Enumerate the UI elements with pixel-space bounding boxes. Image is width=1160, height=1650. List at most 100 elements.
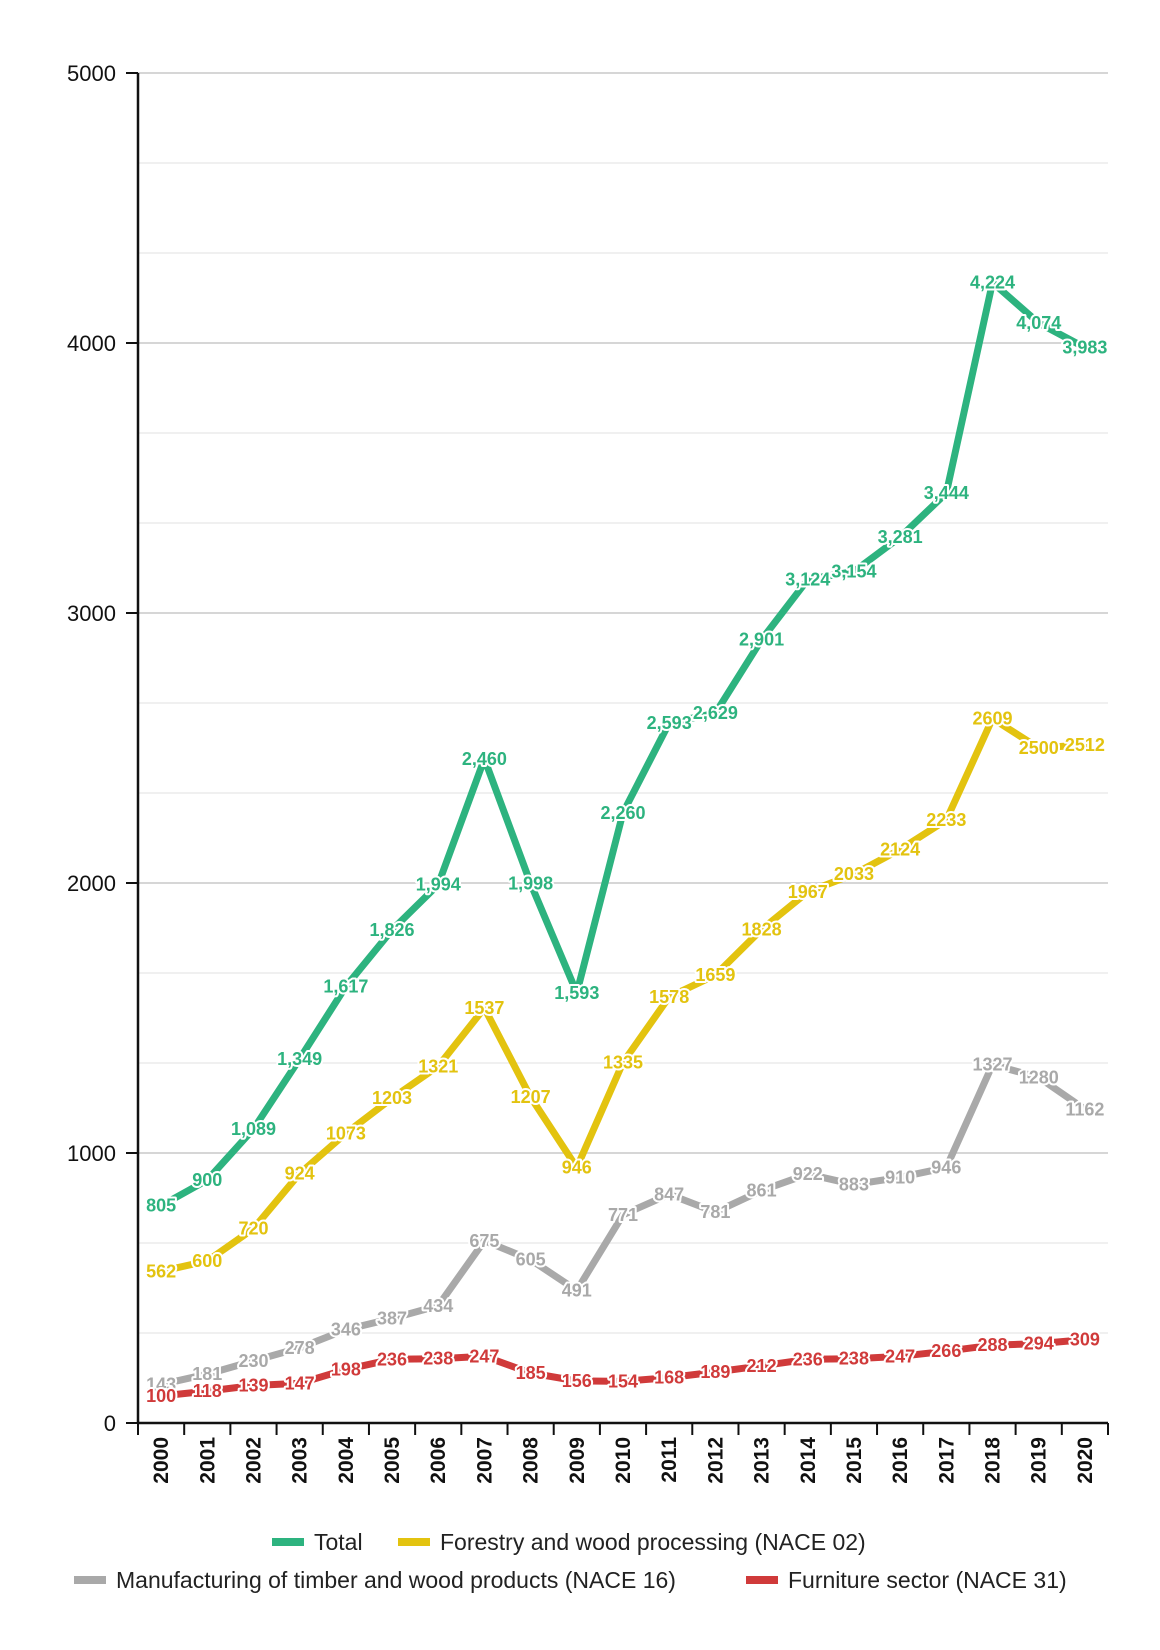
- data-label: 1327: [973, 1055, 1013, 1075]
- data-label: 2,593: [647, 713, 692, 733]
- x-tick-label: 2014: [797, 1437, 820, 1484]
- legend-swatch: [398, 1538, 430, 1546]
- data-label: 288: [978, 1335, 1008, 1355]
- data-label: 1578: [649, 987, 689, 1007]
- data-label: 1207: [511, 1087, 551, 1107]
- data-label: 1,998: [508, 874, 553, 894]
- x-tick-label: 2018: [982, 1437, 1005, 1484]
- y-tick-label: 0: [104, 1411, 116, 1436]
- data-label: 168: [654, 1368, 684, 1388]
- data-label: 434: [423, 1296, 453, 1316]
- data-label: 387: [377, 1309, 407, 1329]
- x-tick-label: 2007: [473, 1437, 496, 1484]
- data-labels: 805 900 1,089 1,349 1,617 1,826 1,994 2,460 1,99…: [144, 271, 1109, 1408]
- x-tick-label: 2017: [935, 1437, 958, 1484]
- data-label: 294: [1024, 1334, 1054, 1354]
- series-lines: [157, 279, 1089, 1400]
- data-label: 1335: [603, 1053, 643, 1073]
- data-label: 143: [146, 1374, 176, 1394]
- data-label: 3,154: [831, 561, 876, 581]
- data-label: 900: [192, 1170, 222, 1190]
- data-label: 118: [193, 1381, 222, 1401]
- legend-label: Furniture sector (NACE 31): [788, 1567, 1067, 1593]
- series-line-1: [157, 279, 1089, 1210]
- y-tick-label: 5000: [67, 61, 116, 86]
- data-label: 2,460: [462, 749, 507, 769]
- legend-item-2: Forestry and wood processing (NACE 02): [398, 1529, 866, 1555]
- data-label: 154: [608, 1371, 638, 1391]
- data-label: 247: [885, 1346, 915, 1366]
- data-label: 1,994: [416, 875, 461, 895]
- x-tick-label: 2005: [381, 1437, 404, 1484]
- legend-swatch: [74, 1576, 106, 1584]
- series-line-3: [157, 1061, 1089, 1388]
- x-tick-label: 2015: [843, 1437, 866, 1484]
- data-label: 189: [700, 1362, 730, 1382]
- x-tick-label: 2013: [751, 1437, 774, 1484]
- data-label: 605: [516, 1250, 546, 1270]
- data-label: 2500: [1019, 738, 1059, 758]
- y-tick-label: 2000: [67, 871, 116, 896]
- x-tick-label: 2003: [289, 1437, 312, 1484]
- data-label: 1,089: [231, 1119, 276, 1139]
- data-label: 924: [285, 1164, 315, 1184]
- data-label: 1162: [1065, 1099, 1104, 1119]
- legend-label: Forestry and wood processing (NACE 02): [440, 1529, 866, 1555]
- series-line-2: [157, 715, 1089, 1275]
- legend-item-3: Manufacturing of timber and wood product…: [74, 1567, 676, 1593]
- data-label: 1321: [418, 1056, 458, 1076]
- data-label: 4,074: [1016, 313, 1061, 333]
- data-label: 3,983: [1062, 338, 1107, 358]
- data-label: 236: [377, 1349, 407, 1369]
- data-label: 238: [423, 1349, 453, 1369]
- data-label: 100: [146, 1386, 176, 1406]
- x-tick-label: 2000: [150, 1437, 173, 1484]
- data-label: 3,281: [878, 527, 923, 547]
- grid-lines: [138, 72, 1108, 1334]
- x-tick-label: 2009: [566, 1437, 589, 1484]
- y-tick-label: 4000: [67, 331, 116, 356]
- x-tick-label: 2012: [704, 1437, 727, 1484]
- data-label: 1073: [326, 1123, 366, 1143]
- data-label: 675: [469, 1231, 499, 1251]
- data-label: 147: [285, 1373, 315, 1393]
- y-tick-label: 3000: [67, 601, 116, 626]
- x-tick-label: 2016: [889, 1437, 912, 1484]
- legend-label: Manufacturing of timber and wood product…: [116, 1567, 676, 1593]
- data-label: 309: [1070, 1330, 1100, 1350]
- data-label: 1659: [695, 965, 735, 985]
- data-label: 346: [331, 1320, 361, 1340]
- data-label: 1967: [788, 882, 828, 902]
- data-label: 238: [839, 1349, 869, 1369]
- data-label: 2609: [973, 709, 1013, 729]
- data-label: 2,260: [600, 803, 645, 823]
- x-tick-label: 2019: [1028, 1437, 1051, 1484]
- data-label: 805: [146, 1196, 176, 1216]
- x-tick-label: 2001: [196, 1437, 219, 1484]
- data-label: 1203: [372, 1088, 412, 1108]
- data-label: 491: [562, 1280, 592, 1300]
- x-tick-label: 2004: [335, 1437, 358, 1484]
- x-tick-label: 2008: [520, 1437, 543, 1484]
- data-label: 1,593: [554, 983, 599, 1003]
- legend-item-1: Total: [272, 1529, 363, 1555]
- data-label: 2512: [1065, 735, 1105, 755]
- data-label: 4,224: [970, 273, 1015, 293]
- data-label: 1280: [1019, 1067, 1059, 1087]
- y-tick-label: 1000: [67, 1141, 116, 1166]
- data-label: 1,349: [277, 1049, 322, 1069]
- data-label: 3,444: [924, 483, 969, 503]
- data-label: 2033: [834, 864, 874, 884]
- data-label: 2233: [926, 810, 966, 830]
- legend-swatch: [746, 1576, 778, 1584]
- data-label: 1537: [464, 998, 504, 1018]
- data-label: 1,617: [323, 976, 368, 996]
- x-tick-label: 2020: [1074, 1437, 1097, 1484]
- data-label: 139: [238, 1375, 268, 1395]
- axes: 0 1000 2000 3000 4000 5000 2000 2001 2002 2003 200…: [67, 61, 1109, 1484]
- data-label: 600: [192, 1251, 222, 1271]
- x-tick-label: 2010: [612, 1437, 635, 1484]
- data-label: 771: [608, 1205, 638, 1225]
